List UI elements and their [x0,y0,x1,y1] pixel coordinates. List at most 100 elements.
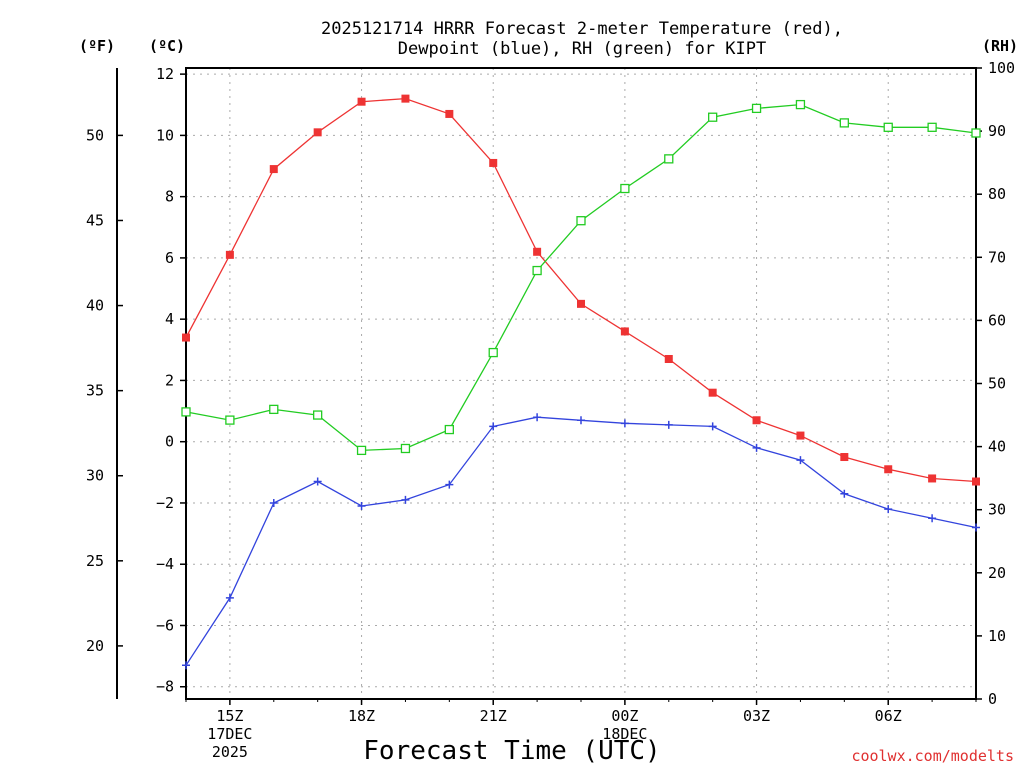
dewpoint-point [577,416,585,425]
fahrenheit-tick-label: 20 [86,637,104,655]
grid-lines [186,68,976,699]
rh-line [185,103,977,452]
celsius-axis: 12 10 8 6 4 2 0 −2 −4 −6 −8 [156,65,186,696]
rh-tick-label: 70 [988,248,1006,266]
plot-frame [185,67,977,700]
rh-point [356,445,367,456]
fahrenheit-tick-label: 40 [86,297,104,315]
dewpoint-line [185,416,977,666]
temperature-point [884,465,893,474]
temperature-point [840,453,849,462]
dewpoint-point [664,420,673,429]
rh-point [269,404,279,415]
temperature-point [708,388,717,397]
temperature-point [620,327,629,336]
dewpoint-point [884,505,893,514]
celsius-tick-label: −2 [156,494,174,512]
rh-point [225,415,235,425]
dewpoint-point [796,456,805,465]
rh-point [751,103,762,114]
temperature-point [445,109,454,118]
series-layer [181,94,981,670]
temperature-point [664,354,673,363]
time-tick-label: 2025 [212,743,248,761]
dewpoint-point [182,661,190,670]
celsius-tick-label: −4 [156,555,174,573]
temperature-point [401,94,410,103]
fahrenheit-tick-label: 50 [86,126,104,144]
rh-point [488,347,498,358]
celsius-unit-label: (ºC) [149,37,185,55]
temperature-point [972,477,980,486]
celsius-tick-label: 6 [165,249,174,267]
time-tick-label: 03Z [743,707,770,725]
rh-point [708,112,718,122]
rh-point [971,128,981,138]
rh-tick-label: 90 [988,122,1006,140]
rh-point [400,443,411,454]
rh-tick-label: 100 [988,59,1015,77]
rh-point [576,216,586,226]
dewpoint-point [445,480,454,489]
temperature-point [752,416,761,425]
fahrenheit-unit-label: (ºF) [79,37,115,55]
dewpoint-point [357,502,366,511]
dewpoint-point [928,514,937,523]
rh-tick-label: 30 [988,501,1006,519]
time-tick-label: 17DEC [207,725,252,743]
celsius-tick-label: 2 [165,371,174,389]
dewpoint-point [489,422,498,431]
dewpoint-point [620,419,629,428]
celsius-tick-label: −8 [156,678,174,696]
dewpoint-point [269,498,278,507]
dewpoint-point [752,443,761,452]
celsius-tick-label: 4 [165,310,174,328]
rh-point [883,122,893,132]
time-tick-label: 18Z [348,707,375,725]
temperature-point [796,431,805,440]
celsius-tick-label: 8 [165,188,174,206]
temperature-point [577,299,585,308]
temperature-point [269,165,278,174]
rh-unit-label: (RH) [982,37,1018,55]
fahrenheit-axis: 50 45 40 35 30 25 20 [86,126,123,655]
chart-title-line2: Dewpoint (blue), RH (green) for KIPT [398,39,766,59]
time-tick-label: 18DEC [602,725,647,743]
time-tick-label: 15Z [216,707,243,725]
temperature-point [313,128,322,137]
dewpoint-series [182,413,980,670]
x-axis-label: Forecast Time (UTC) [363,736,660,766]
fahrenheit-tick-label: 25 [86,552,104,570]
fahrenheit-tick-label: 30 [86,467,104,485]
dewpoint-point [972,523,980,532]
chart-title-line1: 2025121714 HRRR Forecast 2-meter Tempera… [321,19,843,39]
rh-tick-label: 50 [988,375,1006,393]
rh-point [664,154,674,164]
celsius-tick-label: 10 [156,126,174,144]
rh-point [620,183,630,194]
rh-tick-label: 80 [988,185,1006,203]
rh-point [839,118,849,128]
celsius-tick-label: −6 [156,616,174,634]
dewpoint-point [313,477,322,486]
rh-point [532,265,542,276]
temperature-series [182,94,980,486]
rh-tick-label: 60 [988,311,1006,329]
temperature-point [489,158,498,167]
time-tick-label: 06Z [875,707,902,725]
temperature-point [533,247,542,256]
fahrenheit-tick-label: 45 [86,211,104,229]
rh-point [444,424,454,435]
rh-tick-label: 40 [988,438,1006,456]
time-tick-label: 00Z [611,707,638,725]
rh-tick-label: 20 [988,564,1006,582]
rh-point [795,99,806,110]
fahrenheit-tick-label: 35 [86,382,104,400]
dewpoint-point [708,422,717,431]
temperature-point [357,97,366,106]
rh-tick-label: 10 [988,627,1006,645]
rh-point [181,407,191,417]
